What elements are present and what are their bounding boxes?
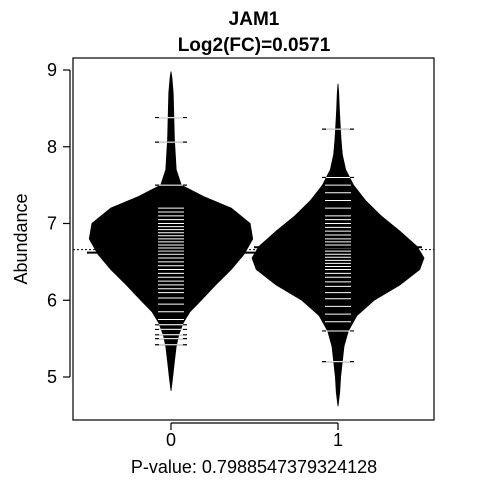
y-tick-label: 9 — [47, 60, 57, 80]
bean-group-0 — [87, 71, 255, 391]
y-tick-label: 7 — [47, 214, 57, 234]
chart-title: JAM1 — [229, 9, 280, 30]
x-tick-label: 0 — [166, 430, 176, 450]
bean-density-0 — [88, 71, 254, 391]
plot-frame — [72, 57, 435, 421]
y-tick-label: 6 — [47, 290, 57, 310]
plot-area — [73, 71, 434, 407]
y-axis: 5 6 7 8 9 — [47, 60, 71, 387]
x-axis-label: P-value: 0.798854737932412​8 — [131, 457, 377, 477]
bean-group-1 — [251, 83, 425, 407]
x-tick-label: 1 — [333, 430, 343, 450]
y-tick-label: 5 — [47, 367, 57, 387]
y-axis-label: Abundance — [11, 193, 31, 284]
chart-subtitle: Log2(FC)=0.0571 — [178, 35, 331, 56]
y-tick-label: 8 — [47, 137, 57, 157]
